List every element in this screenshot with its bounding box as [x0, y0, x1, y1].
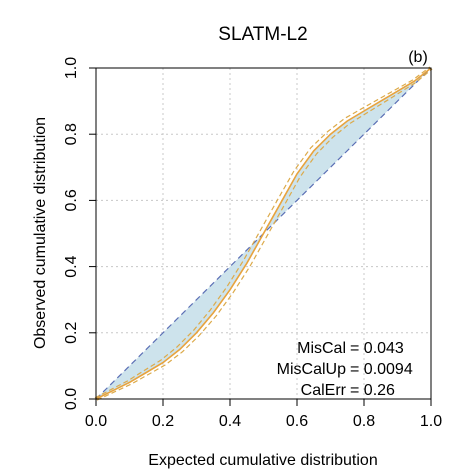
x-tick-label: 1.0 — [420, 413, 442, 430]
x-tick-label: 0.0 — [85, 413, 107, 430]
stat-value: = 0.26 — [350, 382, 395, 399]
stat-label: MisCalUp — [277, 361, 346, 378]
y-tick-label: 0.8 — [63, 123, 80, 145]
calibration-curve — [95, 67, 432, 400]
y-tick-label: 0.0 — [63, 388, 80, 410]
x-axis: 0.0 0.2 0.4 0.6 0.8 1.0 — [85, 399, 442, 430]
y-axis: 0.0 0.2 0.4 0.6 0.8 1.0 — [63, 57, 96, 410]
y-axis-label: Observed cumulative distribution — [32, 117, 49, 349]
y-tick-label: 0.4 — [63, 255, 80, 277]
calibration-band-upper — [94, 66, 431, 399]
plot-frame — [95, 67, 432, 400]
x-tick-label: 0.4 — [219, 413, 241, 430]
stat-value: = 0.043 — [350, 340, 404, 357]
y-tick-label: 0.2 — [63, 322, 80, 344]
x-tick-label: 0.8 — [353, 413, 375, 430]
x-tick-label: 0.2 — [152, 413, 174, 430]
x-tick-label: 0.6 — [286, 413, 308, 430]
panel-label: (b) — [408, 49, 428, 66]
stat-value: = 0.0094 — [350, 361, 413, 378]
y-tick-label: 1.0 — [63, 57, 80, 79]
x-axis-label: Expected cumulative distribution — [148, 452, 377, 469]
stat-label: MisCal — [297, 340, 346, 357]
calibration-band-lower — [96, 68, 433, 401]
stat-label: CalErr — [301, 382, 347, 399]
y-tick-label: 0.6 — [63, 189, 80, 211]
chart-title: SLATM-L2 — [218, 24, 307, 45]
